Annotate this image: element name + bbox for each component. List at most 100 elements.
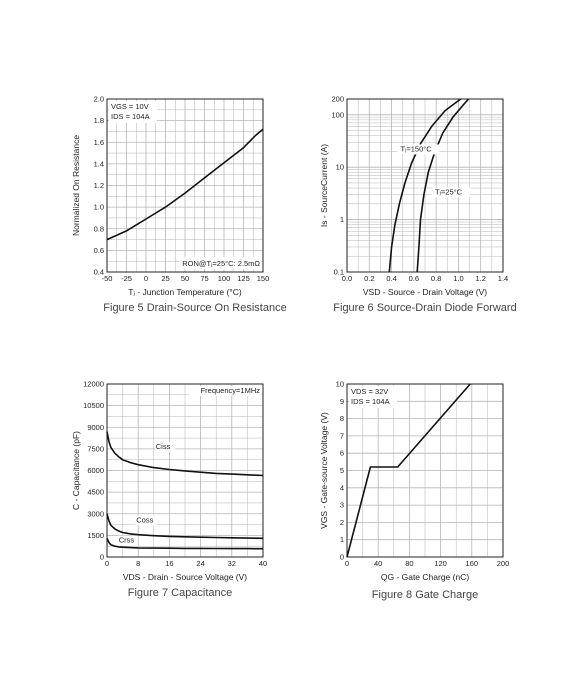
y-tick-label: 1.8 [94, 116, 104, 125]
y-axis-label: VGS - Gate-source Voltage (V) [319, 412, 329, 529]
series-line-ciss [106, 431, 264, 477]
y-tick-label: 5 [340, 466, 344, 475]
x-tick-label: 150 [257, 274, 270, 283]
y-tick-label: 3 [340, 501, 344, 510]
x-axis-label: Tⱼ - Junction Temperature (°C) [128, 287, 242, 297]
annotation-box [117, 535, 138, 546]
y-tick-label: 10 [336, 163, 344, 172]
x-tick-label: -50 [102, 274, 113, 283]
x-tick-label: 0.8 [431, 274, 441, 283]
x-tick-label: 0.6 [409, 274, 419, 283]
annotation-box [179, 257, 261, 269]
plot-frame [106, 383, 264, 558]
caption-figure-7: Figure 7 Capacitance [127, 587, 233, 599]
x-tick-label: 120 [434, 559, 447, 568]
y-tick-label: 7500 [87, 444, 104, 453]
series-line [106, 128, 264, 241]
x-axis-label: VDS - Drain - Source Voltage (V) [123, 572, 247, 582]
x-tick-label: 32 [228, 559, 236, 568]
annotation-box [397, 144, 440, 155]
caption-figure-6: Figure 6 Source-Drain Diode Forward [333, 302, 517, 314]
x-tick-label: 0 [144, 274, 148, 283]
plot-frame [346, 383, 504, 558]
y-tick-label: 0.4 [94, 268, 104, 277]
chart-5: -50 -25 0 25 50 75 100 125 150 0.4 0.6 0.8 1.0 1.2 1.4… [71, 95, 269, 298]
annotation-vds: VDS = 32V [351, 387, 388, 396]
annotation-box [432, 187, 471, 198]
series-label-crss: Crss [119, 536, 135, 545]
annotation-box [154, 441, 175, 452]
series-line-t-150-c [388, 98, 462, 273]
series-line-t-25-c [416, 98, 470, 273]
annotation-frequency: Frequency=1MHz [201, 386, 261, 395]
series-line-coss [106, 513, 264, 540]
y-tick-label: 10500 [83, 401, 104, 410]
figures-layer: -50 -25 0 25 50 75 100 125 1500.40.60.81.01.21.4… [71, 95, 509, 583]
x-axis-label: VSD - Source - Drain Voltage (V) [363, 287, 487, 297]
x-tick-label: 1.0 [453, 274, 463, 283]
y-tick-label: 9 [340, 397, 344, 406]
y-tick-label: 1.0 [94, 203, 104, 212]
series-label-ciss: Ciss [156, 442, 171, 451]
x-tick-label: 1.2 [475, 274, 485, 283]
x-tick-label: 16 [165, 559, 173, 568]
y-tick-label: 10 [336, 380, 344, 389]
y-tick-label: 12000 [83, 380, 104, 389]
x-tick-label: 0 [105, 559, 109, 568]
y-tick-label: 3000 [87, 509, 104, 518]
y-tick-label: 0.8 [94, 224, 104, 233]
x-tick-label: 0.0 [342, 274, 352, 283]
series-label-coss: Coss [136, 515, 153, 524]
annotation-box [349, 386, 397, 408]
y-axis-label: C - Capacitance (pF) [71, 431, 81, 510]
chart-6: 0.0 0.2 0.4 0.6 0.8 1.0 1.2 1.4 0.1 1 10 100 200 VSD … [319, 95, 508, 298]
y-tick-label: 1 [340, 535, 344, 544]
y-tick-label: 0.1 [334, 268, 344, 277]
y-tick-label: 2.0 [94, 95, 104, 104]
annotation-box [189, 386, 261, 396]
x-tick-label: 160 [466, 559, 479, 568]
y-tick-label: 1.4 [94, 159, 104, 168]
series-label-150c: Tⱼ=150°C [400, 144, 432, 153]
chart-7: 0 8 16 24 32 40 0 1500 3000 4500 6000 7500 9000 10500… [71, 380, 267, 583]
y-tick-label: 200 [331, 95, 344, 104]
plot-frame [106, 98, 264, 273]
x-tick-label: 50 [181, 274, 189, 283]
y-tick-label: 1.6 [94, 138, 104, 147]
y-axis-label: Normalized On Resistance [71, 135, 81, 236]
annotation-ids: IDS = 104A [111, 112, 150, 121]
x-tick-label: 125 [237, 274, 250, 283]
caption-figure-8: Figure 8 Gate Charge [371, 589, 479, 601]
x-tick-label: -25 [121, 274, 132, 283]
y-tick-label: 1 [340, 215, 344, 224]
x-tick-label: 80 [405, 559, 413, 568]
y-tick-label: 9000 [87, 423, 104, 432]
x-tick-label: 8 [136, 559, 140, 568]
annotation-box [135, 515, 158, 526]
x-tick-label: 75 [200, 274, 208, 283]
y-tick-label: 8 [340, 414, 344, 423]
y-tick-label: 4500 [87, 488, 104, 497]
x-tick-label: 40 [374, 559, 382, 568]
x-tick-label: 200 [497, 559, 510, 568]
y-tick-label: 4 [340, 483, 344, 492]
annotation-ids: IDS = 104A [351, 397, 390, 406]
x-tick-label: 1.4 [498, 274, 508, 283]
series-line [346, 383, 471, 558]
plot-frame [346, 98, 504, 273]
series-line-crss [106, 537, 264, 550]
y-tick-label: 1.2 [94, 181, 104, 190]
y-tick-label: 100 [331, 110, 344, 119]
y-tick-label: 2 [340, 518, 344, 527]
x-tick-label: 0.2 [364, 274, 374, 283]
x-tick-label: 0 [345, 559, 349, 568]
x-tick-label: 100 [218, 274, 231, 283]
annotation-box [109, 101, 157, 123]
y-tick-label: 6 [340, 449, 344, 458]
x-tick-label: 25 [161, 274, 169, 283]
y-tick-label: 1500 [87, 531, 104, 540]
x-tick-label: 0.4 [386, 274, 396, 283]
y-tick-label: 0 [100, 553, 104, 562]
